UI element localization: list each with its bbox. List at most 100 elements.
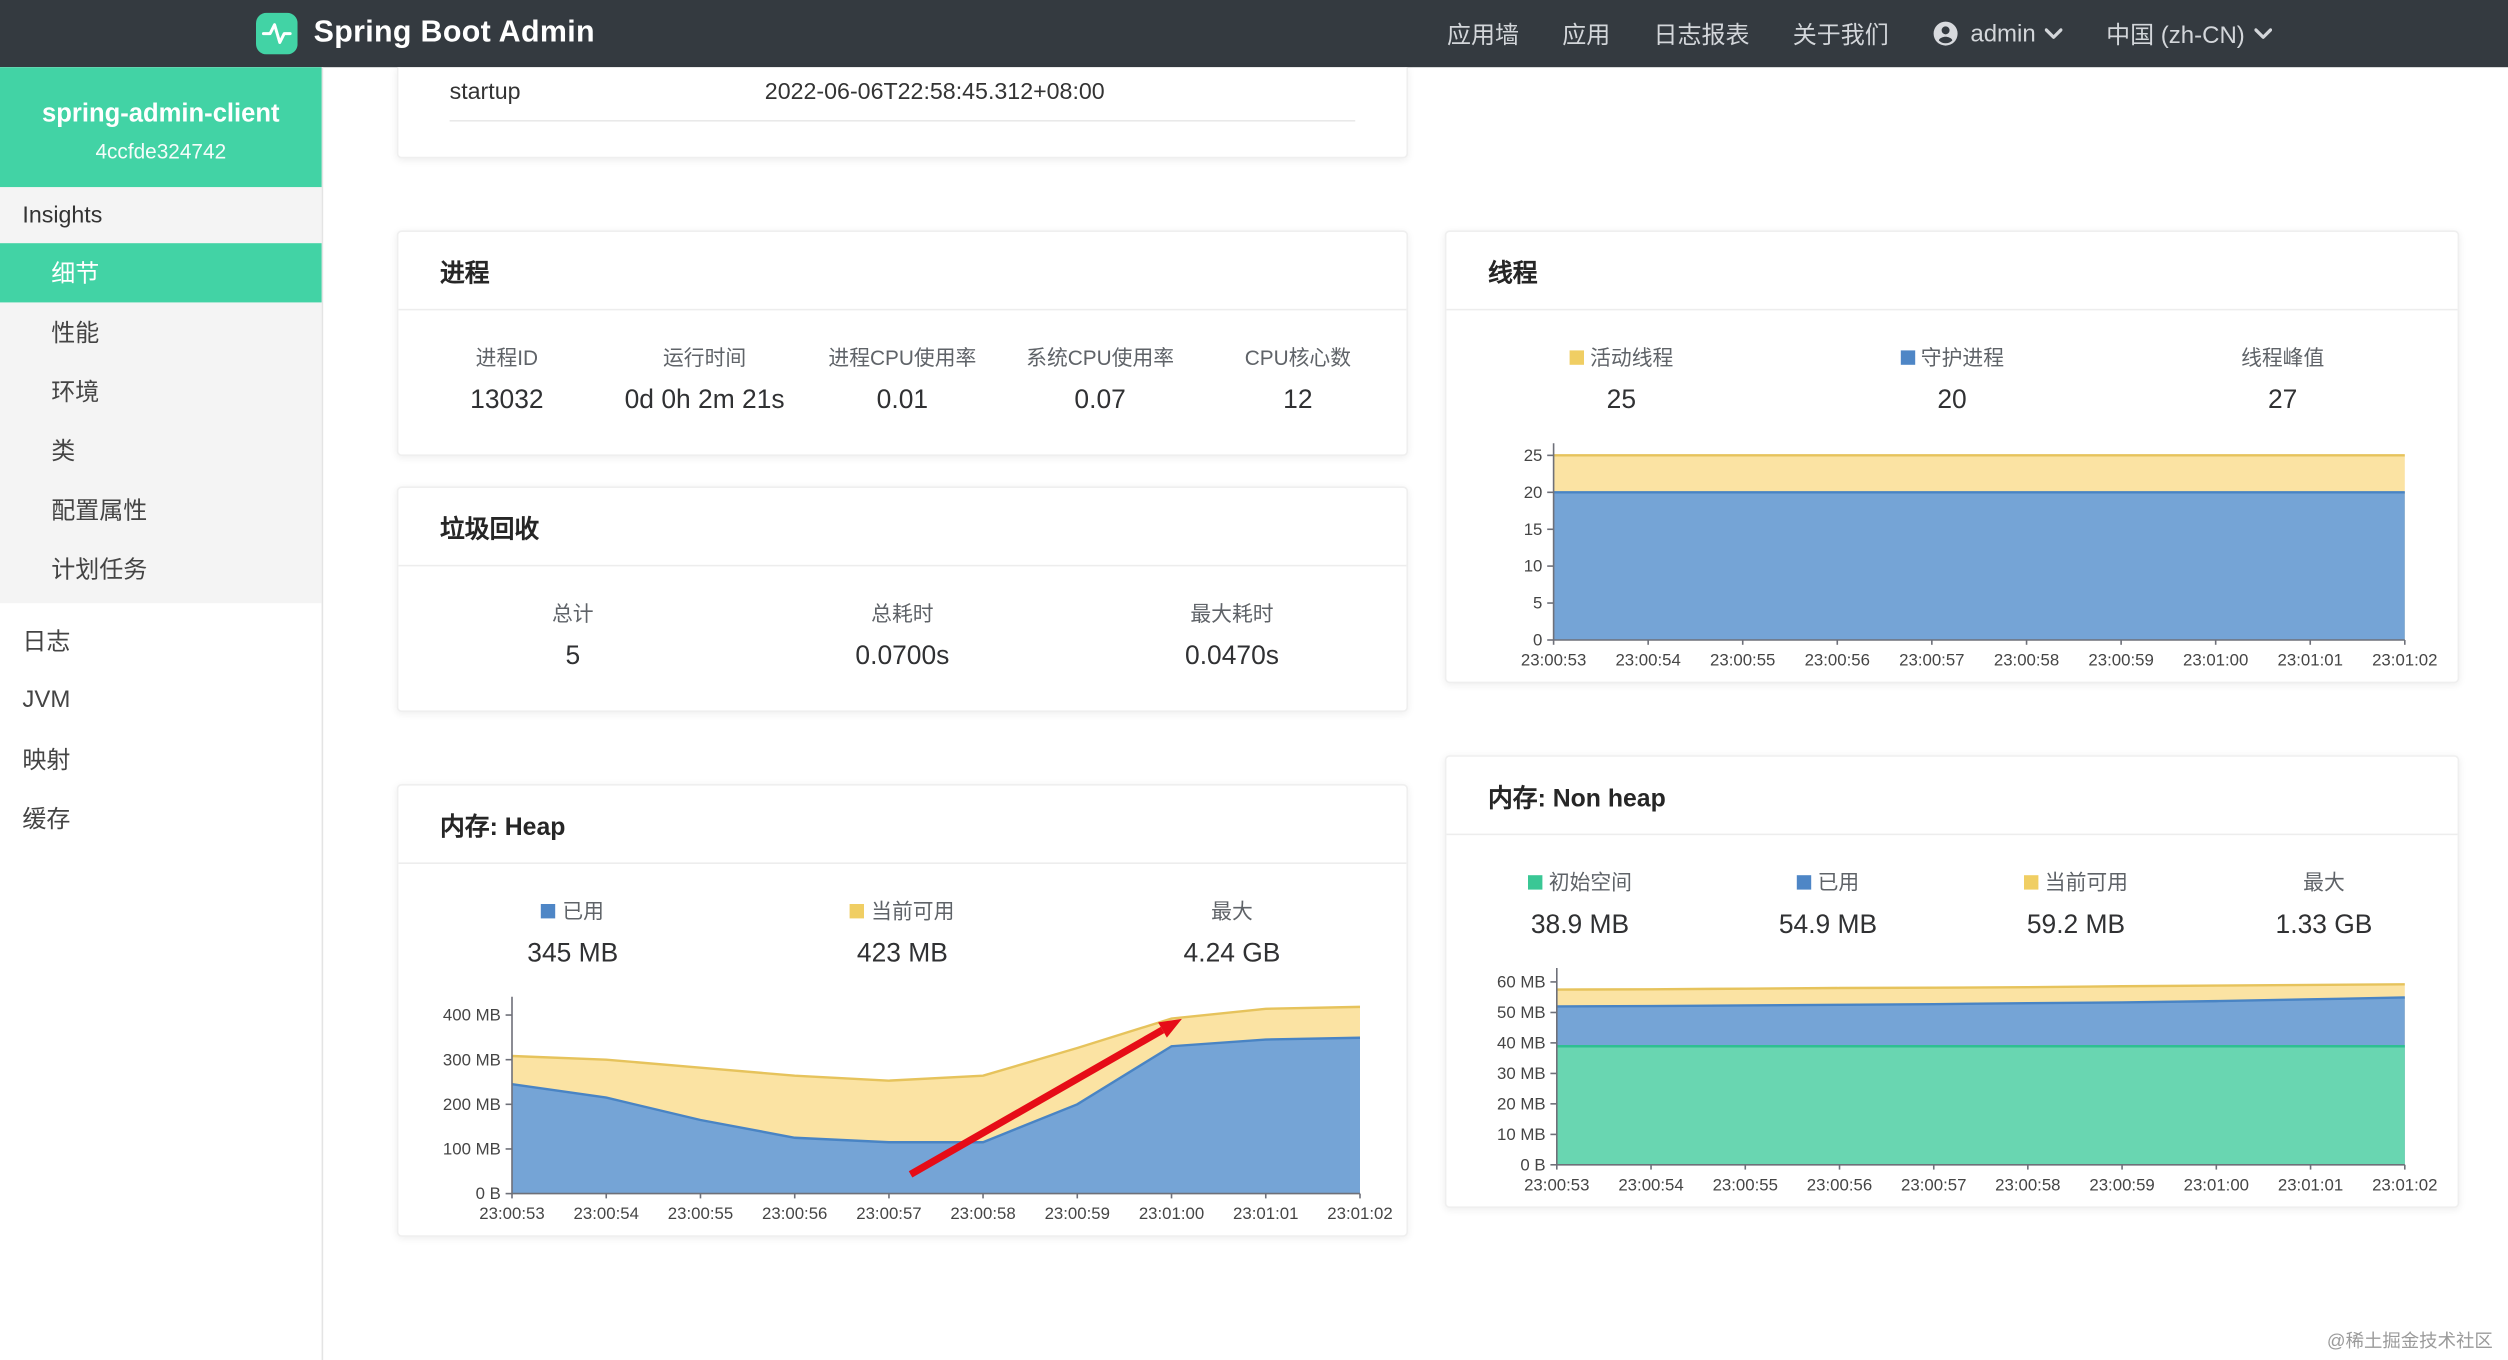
legend-swatch: [1527, 875, 1543, 890]
gc-stats: 总计 5 总耗时 0.0700s 最大耗时 0.0470s: [398, 566, 1406, 710]
svg-text:23:00:58: 23:00:58: [1995, 1175, 2060, 1194]
svg-text:23:00:54: 23:00:54: [1615, 651, 1680, 670]
legend-swatch: [2023, 875, 2039, 890]
detail-row-startup: startup 2022-06-06T22:58:45.312+08:00: [449, 67, 1356, 122]
svg-text:0: 0: [1533, 631, 1542, 650]
svg-text:23:00:56: 23:00:56: [762, 1204, 827, 1223]
nonheap-legend: 初始空间 38.9 MB 已用 54.9 MB 当前可用 59.2 MB: [1446, 835, 2457, 960]
card-title: 内存: Non heap: [1446, 757, 2458, 836]
heap-memory-card: 内存: Heap 已用 345 MB 当前可用 423 MB 最: [396, 784, 1408, 1237]
sidebar-group: 日志 JVM 映射 缓存: [0, 612, 322, 849]
stat-gc-count: 总计 5: [551, 601, 594, 671]
svg-text:23:00:59: 23:00:59: [1045, 1204, 1110, 1223]
svg-text:23:00:58: 23:00:58: [950, 1204, 1015, 1223]
svg-text:60 MB: 60 MB: [1497, 973, 1546, 992]
nav-item-about[interactable]: 关于我们: [1792, 21, 1889, 49]
svg-text:23:00:59: 23:00:59: [2088, 651, 2153, 670]
svg-text:23:00:59: 23:00:59: [2089, 1175, 2154, 1194]
detail-value: 2022-06-06T22:58:45.312+08:00: [764, 80, 1105, 106]
svg-text:40 MB: 40 MB: [1497, 1033, 1546, 1052]
card-title: 线程: [1446, 232, 2458, 311]
app-header[interactable]: spring-admin-client 4ccfde324742: [0, 67, 322, 188]
svg-text:23:01:00: 23:01:00: [1139, 1204, 1204, 1223]
sidebar-item-jvm[interactable]: JVM: [22, 686, 71, 714]
legend-available: 当前可用 59.2 MB: [1952, 866, 2200, 941]
brand-title: Spring Boot Admin: [313, 16, 595, 50]
svg-text:10 MB: 10 MB: [1497, 1125, 1546, 1144]
chevron-down-icon: [2254, 27, 2272, 40]
stat-process-cpu: 进程CPU使用率 0.01: [828, 345, 977, 415]
svg-text:23:00:53: 23:00:53: [1521, 651, 1586, 670]
legend-live-threads: 活动线程 25: [1456, 341, 1787, 416]
svg-text:23:00:56: 23:00:56: [1805, 651, 1870, 670]
stat-uptime: 运行时间 0d 0h 2m 21s: [624, 345, 785, 415]
svg-text:30 MB: 30 MB: [1497, 1064, 1546, 1083]
watermark: @稀土掘金技术社区: [2326, 1332, 2493, 1352]
threads-legend: 活动线程 25 守护进程 20 线程峰值 27: [1446, 310, 2457, 435]
svg-text:23:00:55: 23:00:55: [1713, 1175, 1778, 1194]
process-stats: 进程ID 13032 运行时间 0d 0h 2m 21s 进程CPU使用率 0.…: [398, 310, 1406, 454]
legend-swatch: [1796, 875, 1812, 890]
sidebar-item-caches[interactable]: 缓存: [22, 806, 71, 834]
heap-memory-chart: 0 B 100 MB 200 MB 300 MB 400 MB 23:00:53 23:00…: [429, 992, 1393, 1235]
svg-text:23:00:57: 23:00:57: [1899, 651, 1964, 670]
sidebar-item-details[interactable]: 细节: [0, 243, 322, 303]
legend-used: 已用 54.9 MB: [1778, 870, 1878, 940]
nav-item-applications[interactable]: 应用: [1562, 21, 1611, 49]
svg-text:23:00:57: 23:00:57: [856, 1204, 921, 1223]
legend-daemon-threads: 守护进程 20: [1787, 341, 2118, 416]
sidebar-item-classes[interactable]: 类: [51, 438, 76, 466]
stat-gc-max-time: 最大耗时 0.0470s: [1185, 601, 1279, 671]
sidebar-item-mappings[interactable]: 映射: [22, 747, 71, 775]
brand[interactable]: Spring Boot Admin: [256, 12, 595, 55]
gc-card: 垃圾回收 总计 5 总耗时 0.0700s 最大耗时: [396, 486, 1408, 712]
sidebar-item-environment[interactable]: 环境: [51, 379, 100, 407]
svg-text:23:01:00: 23:01:00: [2183, 651, 2248, 670]
svg-text:23:01:01: 23:01:01: [2278, 651, 2343, 670]
details-card: startup 2022-06-06T22:58:45.312+08:00: [396, 67, 1408, 159]
legend-swatch: [850, 904, 865, 919]
legend-max: 最大 1.33 GB: [2275, 870, 2373, 940]
svg-text:23:00:54: 23:00:54: [1618, 1175, 1683, 1194]
user-name: admin: [1970, 20, 2036, 48]
svg-text:23:00:53: 23:00:53: [479, 1204, 544, 1223]
app-name: spring-admin-client: [42, 100, 280, 128]
svg-text:23:00:56: 23:00:56: [1807, 1175, 1872, 1194]
sidebar-item-logs[interactable]: 日志: [22, 629, 71, 657]
insights-section-label: Insights: [22, 203, 103, 230]
sidebar-item-config-props[interactable]: 配置属性: [51, 497, 148, 526]
locale-label: 中国 (zh-CN): [2106, 21, 2245, 49]
svg-text:0 B: 0 B: [1520, 1155, 1545, 1174]
svg-text:23:01:01: 23:01:01: [1233, 1204, 1298, 1223]
svg-text:400 MB: 400 MB: [443, 1006, 501, 1025]
legend-available: 当前可用 423 MB: [738, 894, 1068, 969]
chevron-down-icon: [2045, 27, 2063, 40]
svg-text:200 MB: 200 MB: [443, 1095, 501, 1114]
stat-cpu-cores: CPU核心数 12: [1244, 345, 1352, 415]
locale-menu[interactable]: 中国 (zh-CN): [2106, 17, 2272, 51]
process-card: 进程 进程ID 13032 运行时间 0d 0h 2m 21s: [396, 230, 1408, 456]
user-menu[interactable]: admin: [1932, 19, 2063, 48]
svg-text:20: 20: [1524, 483, 1543, 502]
app-logo-icon: [256, 12, 298, 55]
svg-text:23:00:57: 23:00:57: [1901, 1175, 1966, 1194]
threads-chart: 0 5 10 15 20 25 23:00:53 23:00:54 23:00:55 23:00:…: [1483, 438, 2437, 681]
sidebar-item-scheduled-tasks[interactable]: 计划任务: [51, 557, 148, 585]
nav-menu: 应用墙 应用 日志报表 关于我们 admin 中国 (zh-CN): [1447, 17, 2508, 51]
svg-text:23:01:02: 23:01:02: [2372, 1175, 2437, 1194]
user-icon: [1932, 19, 1961, 48]
legend-swatch: [1900, 350, 1915, 365]
legend-peak-threads: 线程峰值 27: [2241, 345, 2325, 415]
svg-text:0 B: 0 B: [476, 1184, 501, 1203]
heap-legend: 已用 345 MB 当前可用 423 MB 最大 4.24 GB: [398, 864, 1406, 989]
top-navbar: Spring Boot Admin 应用墙 应用 日志报表 关于我们 admin…: [0, 0, 2508, 68]
nav-item-wallboard[interactable]: 应用墙: [1447, 21, 1520, 49]
nav-item-log-report[interactable]: 日志报表: [1653, 21, 1750, 49]
stat-gc-total-time: 总耗时 0.0700s: [855, 601, 950, 671]
card-title: 内存: Heap: [398, 786, 1407, 864]
svg-text:23:00:55: 23:00:55: [1710, 651, 1775, 670]
sidebar-item-performance[interactable]: 性能: [51, 320, 100, 348]
nonheap-memory-card: 内存: Non heap 初始空间 38.9 MB 已用 54.9 MB: [1444, 755, 2460, 1208]
main-content: startup 2022-06-06T22:58:45.312+08:00 进程…: [323, 67, 2508, 1360]
threads-card: 线程 活动线程 25 守护进程 20 线程峰值: [1444, 230, 2460, 684]
